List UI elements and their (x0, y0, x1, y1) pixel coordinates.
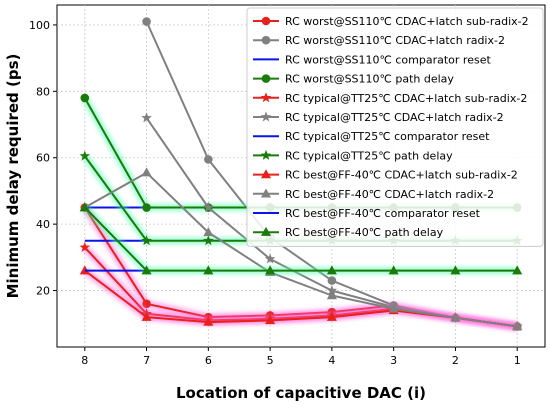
legend-item: RC best@FF-40℃ CDAC+latch radix-2 (253, 188, 494, 201)
legend-box (246, 7, 544, 247)
data-point (79, 265, 90, 275)
y-tick-label: 20 (36, 285, 50, 298)
legend-item: RC worst@SS110℃ path delay (253, 73, 454, 86)
data-point (265, 315, 276, 325)
series-11 (79, 202, 523, 275)
legend-swatch-marker (260, 111, 272, 122)
legend-label: RC best@FF-40℃ comparator reset (285, 207, 481, 220)
y-axis-ticks: 20 40 60 80 100 (29, 19, 57, 298)
data-point (203, 201, 214, 213)
legend-label: RC typical@TT25℃ path delay (285, 149, 453, 162)
data-point (141, 311, 152, 321)
data-point (326, 290, 337, 300)
data-point (264, 253, 276, 264)
data-point (327, 276, 337, 285)
legend-item: RC best@FF-40℃ comparator reset (253, 207, 481, 220)
legend-item: RC typical@TT25℃ path delay (253, 149, 453, 162)
data-point (450, 312, 461, 322)
x-tick-label: 2 (452, 354, 459, 367)
x-tick-label: 7 (143, 354, 150, 367)
data-point (142, 203, 151, 212)
data-point (203, 235, 214, 246)
data-point (450, 265, 461, 275)
x-tick-label: 6 (205, 354, 212, 367)
series-line (84, 206, 518, 272)
data-point (79, 150, 91, 161)
legend-label: RC best@FF-40℃ CDAC+latch radix-2 (285, 188, 494, 201)
data-point (141, 167, 152, 177)
legend-item: RC best@FF-40℃ path delay (253, 226, 444, 239)
y-tick-label: 60 (36, 152, 50, 165)
x-tick-label: 4 (328, 354, 335, 367)
x-tick-label: 8 (81, 354, 88, 367)
data-point (203, 265, 214, 275)
data-point (203, 227, 214, 237)
data-point (141, 112, 152, 123)
legend-item: RC worst@SS110℃ comparator reset (253, 53, 491, 66)
x-tick-label: 3 (390, 354, 397, 367)
legend-label: RC typical@TT25℃ CDAC+latch radix-2 (285, 111, 504, 124)
legend-swatch-marker (261, 35, 271, 45)
y-tick-label: 80 (36, 85, 50, 98)
legend-item: RC typical@TT25℃ CDAC+latch radix-2 (253, 111, 504, 124)
x-tick-label: 5 (267, 354, 274, 367)
series-9 (79, 167, 523, 331)
data-point (203, 316, 214, 326)
y-tick-label: 100 (29, 19, 50, 32)
data-point (79, 241, 91, 252)
data-point (326, 311, 337, 321)
x-tick-label: 1 (514, 354, 521, 367)
x-axis-ticks: 8 7 6 5 4 3 2 1 (81, 347, 521, 367)
legend: RC worst@SS110℃ CDAC+latch sub-radix-2 RC… (246, 7, 544, 247)
y-axis-title: Minimum delay required (ps) (4, 54, 22, 299)
data-point (204, 155, 213, 164)
legend-label: RC worst@SS110℃ CDAC+latch sub-radix-2 (285, 15, 529, 28)
y-tick-label: 40 (36, 218, 50, 231)
legend-item: RC best@FF-40℃ CDAC+latch sub-radix-2 (253, 169, 518, 182)
data-point (388, 303, 399, 313)
data-point (142, 299, 151, 309)
legend-swatch-marker (260, 92, 272, 103)
legend-swatch-marker (260, 169, 272, 179)
legend-swatch-marker (261, 16, 271, 26)
legend-item: RC typical@TT25℃ CDAC+latch sub-radix-2 (253, 92, 527, 105)
data-point (80, 93, 90, 103)
legend-swatch-marker (260, 226, 272, 236)
legend-swatch-marker (260, 188, 272, 198)
data-point (141, 235, 152, 246)
legend-swatch-marker (260, 149, 272, 160)
data-point (326, 265, 337, 275)
data-point (326, 285, 338, 296)
legend-label: RC typical@TT25℃ comparator reset (285, 130, 490, 143)
legend-item: RC worst@SS110℃ CDAC+latch sub-radix-2 (253, 15, 529, 28)
data-point (388, 265, 399, 275)
data-point (265, 265, 276, 275)
legend-label: RC worst@SS110℃ path delay (285, 73, 454, 86)
series-line (84, 171, 518, 328)
legend-swatch-marker (261, 74, 271, 83)
legend-label: RC typical@TT25℃ CDAC+latch sub-radix-2 (285, 92, 527, 105)
x-axis-title: Location of capacitive DAC (i) (176, 384, 426, 402)
legend-label: RC best@FF-40℃ CDAC+latch sub-radix-2 (285, 169, 518, 182)
legend-label: RC worst@SS110℃ CDAC+latch radix-2 (285, 34, 505, 47)
data-point (142, 17, 151, 26)
data-point (79, 202, 90, 212)
data-point (141, 265, 152, 275)
legend-label: RC worst@SS110℃ comparator reset (285, 53, 491, 66)
data-point (512, 265, 523, 275)
legend-label: RC best@FF-40℃ path delay (285, 226, 444, 239)
legend-item: RC typical@TT25℃ comparator reset (253, 130, 490, 143)
data-point (512, 321, 523, 331)
legend-item: RC worst@SS110℃ CDAC+latch radix-2 (253, 34, 505, 47)
